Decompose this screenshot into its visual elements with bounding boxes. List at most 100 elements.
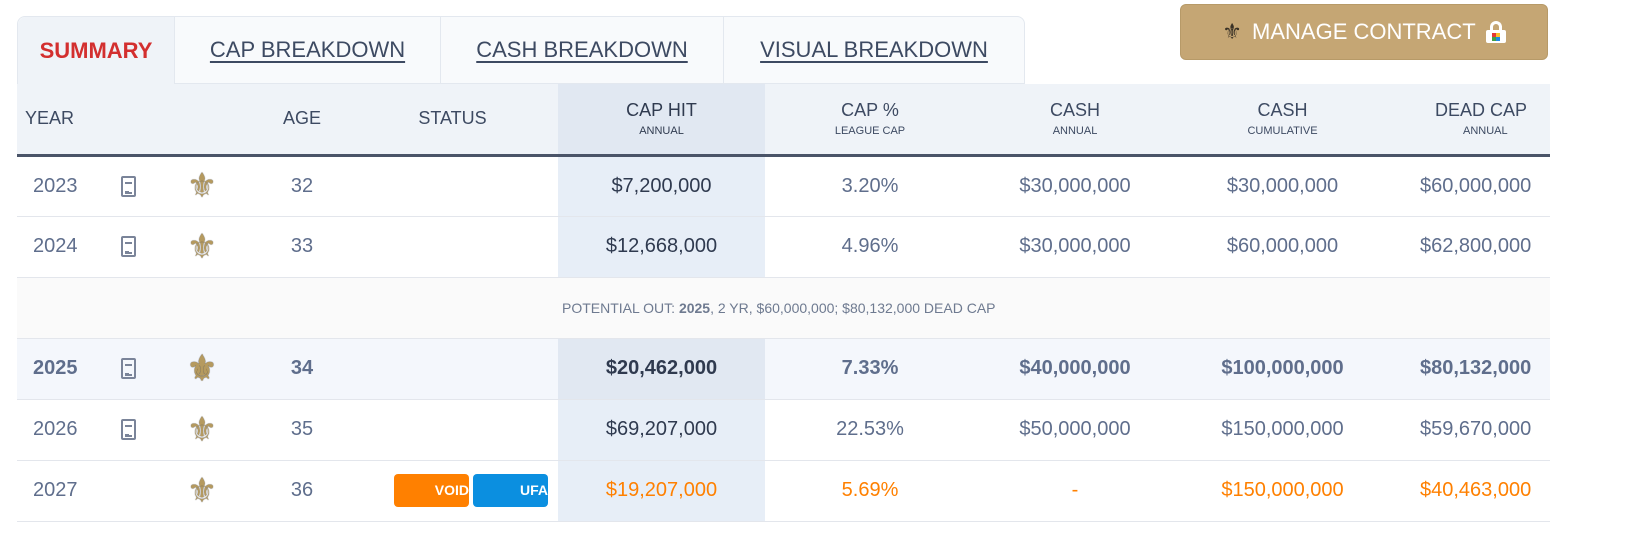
status-cell [347, 216, 558, 278]
dead-cap-cell: $80,132,000 [1390, 338, 1550, 400]
cap-hit-cell: $7,200,000 [558, 155, 765, 217]
cap-pct-cell: 22.53% [765, 399, 975, 461]
saints-logo-icon: ⚜ [186, 167, 218, 205]
cap-pct-cell: 7.33% [765, 338, 975, 400]
table-row: 2024 ⚜ 33 $12,668,000 4.96% $30,000,000 … [17, 216, 1550, 278]
cap-hit-cell: $20,462,000 [558, 338, 765, 400]
year-cell: 2023 [17, 155, 110, 217]
dead-cap-cell: $59,670,000 [1390, 399, 1550, 461]
header-label: CASH [1049, 100, 1100, 121]
cash-cumulative-cell: $150,000,000 [1175, 460, 1390, 522]
saints-logo-icon: ⚜ [186, 227, 218, 266]
age-cell: 32 [257, 155, 347, 217]
cap-hit-cell: $69,207,000 [558, 399, 765, 461]
header-sub: CUMULATIVE [1247, 125, 1318, 138]
header-cash: CASH ANNUAL [975, 84, 1175, 157]
manage-contract-label: MANAGE CONTRACT [1252, 19, 1476, 44]
cash-cumulative-cell: $150,000,000 [1175, 399, 1390, 461]
table-row: 2025 ⚜ 34 $20,462,000 7.33% $40,000,000 … [17, 338, 1550, 400]
saints-logo-icon: ⚜ [186, 410, 218, 449]
header-status: STATUS [347, 84, 558, 157]
manage-contract-button[interactable]: ⚜ MANAGE CONTRACT [1180, 4, 1548, 60]
table-row: 2027 ⚜ 36 VOID UFA $19,207,000 5.69% - $1… [17, 460, 1550, 522]
header-dead-cap: DEAD CAP ANNUAL [1390, 84, 1550, 157]
cash-cell: - [975, 460, 1175, 522]
potential-rest: , 2 YR, $60,000,000; $80,132,000 DEAD CA… [710, 299, 996, 316]
team-cell: ⚜ [147, 399, 257, 461]
header-sub: ANNUAL [1052, 125, 1098, 138]
header-age: AGE [257, 84, 347, 157]
team-cell: ⚜ [147, 338, 257, 400]
document-icon[interactable] [121, 236, 136, 258]
contract-table: YEAR AGE STATUS CAP HIT ANNUAL CAP % LEAGU… [17, 84, 1550, 522]
table-row: 2026 ⚜ 35 $69,207,000 22.53% $50,000,000… [17, 399, 1550, 461]
age-cell: 34 [257, 338, 347, 400]
cash-cumulative-cell: $100,000,000 [1175, 338, 1390, 400]
potential-out-row: POTENTIAL OUT: 2025, 2 YR, $60,000,000; … [17, 277, 1550, 339]
header-label: CASH [1257, 100, 1308, 121]
status-cell [347, 338, 558, 400]
year-cell: 2026 [17, 399, 110, 461]
team-cell: ⚜ [147, 155, 257, 217]
dead-cap-cell: $62,800,000 [1390, 216, 1550, 278]
age-cell: 36 [257, 460, 347, 522]
team-cell: ⚜ [147, 460, 257, 522]
status-cell: VOID UFA [347, 460, 558, 522]
tab-cash-breakdown[interactable]: CASH BREAKDOWN [440, 17, 723, 84]
potential-year: 2025 [678, 299, 711, 316]
blank [17, 277, 558, 339]
header-sub: ANNUAL [1463, 125, 1508, 138]
void-badge: VOID [394, 474, 469, 507]
age-cell: 35 [257, 399, 347, 461]
cash-cell: $50,000,000 [975, 399, 1175, 461]
document-icon[interactable] [121, 419, 136, 441]
tab-bar: SUMMARY CAP BREAKDOWN CASH BREAKDOWN VIS… [17, 16, 1025, 84]
cash-cumulative-cell: $30,000,000 [1175, 155, 1390, 217]
header-label: CAP % [841, 100, 899, 121]
team-cell: ⚜ [147, 216, 257, 278]
cap-pct-cell: 5.69% [765, 460, 975, 522]
lock-icon [1485, 21, 1506, 43]
header-cash-cumulative: CASH CUMULATIVE [1175, 84, 1390, 157]
cap-hit-cell: $19,207,000 [558, 460, 765, 522]
potential-prefix: POTENTIAL OUT: [562, 299, 679, 316]
header-label: DEAD CAP [1435, 100, 1528, 121]
doc-cell [110, 155, 147, 217]
dead-cap-cell: $40,463,000 [1390, 460, 1550, 522]
doc-cell [110, 338, 147, 400]
document-icon[interactable] [121, 358, 136, 380]
age-cell: 33 [257, 216, 347, 278]
tab-summary[interactable]: SUMMARY [18, 17, 174, 84]
table-header: YEAR AGE STATUS CAP HIT ANNUAL CAP % LEAGU… [17, 84, 1550, 157]
fleur-de-lis-icon: ⚜ [1222, 19, 1243, 44]
saints-logo-icon: ⚜ [186, 349, 218, 388]
cap-pct-cell: 4.96% [765, 216, 975, 278]
document-icon[interactable] [121, 175, 136, 197]
potential-out-text: POTENTIAL OUT: 2025, 2 YR, $60,000,000; … [558, 277, 1550, 339]
status-cell [347, 399, 558, 461]
table-row: 2023 ⚜ 32 $7,200,000 3.20% $30,000,000 $… [17, 155, 1550, 217]
header-blank [110, 84, 147, 157]
year-cell: 2027 [17, 460, 110, 522]
cap-pct-cell: 3.20% [765, 155, 975, 217]
header-cap-hit: CAP HIT ANNUAL [558, 84, 765, 157]
doc-cell [110, 399, 147, 461]
year-cell: 2024 [17, 216, 110, 278]
cash-cell: $30,000,000 [975, 155, 1175, 217]
year-cell: 2025 [17, 338, 110, 400]
dead-cap-cell: $60,000,000 [1390, 155, 1550, 217]
cap-hit-cell: $12,668,000 [558, 216, 765, 278]
header-blank [147, 84, 257, 157]
header-cap-pct: CAP % LEAGUE CAP [765, 84, 975, 157]
cash-cell: $30,000,000 [975, 216, 1175, 278]
header-sub: LEAGUE CAP [834, 125, 906, 138]
doc-cell [110, 460, 147, 522]
cash-cell: $40,000,000 [975, 338, 1175, 400]
tab-visual-breakdown[interactable]: VISUAL BREAKDOWN [723, 17, 1024, 84]
tab-cap-breakdown[interactable]: CAP BREAKDOWN [174, 17, 440, 84]
saints-logo-icon: ⚜ [186, 471, 218, 510]
header-label: CAP HIT [626, 100, 697, 121]
status-cell [347, 155, 558, 217]
header-year: YEAR [17, 84, 110, 157]
header-sub: ANNUAL [639, 125, 684, 138]
